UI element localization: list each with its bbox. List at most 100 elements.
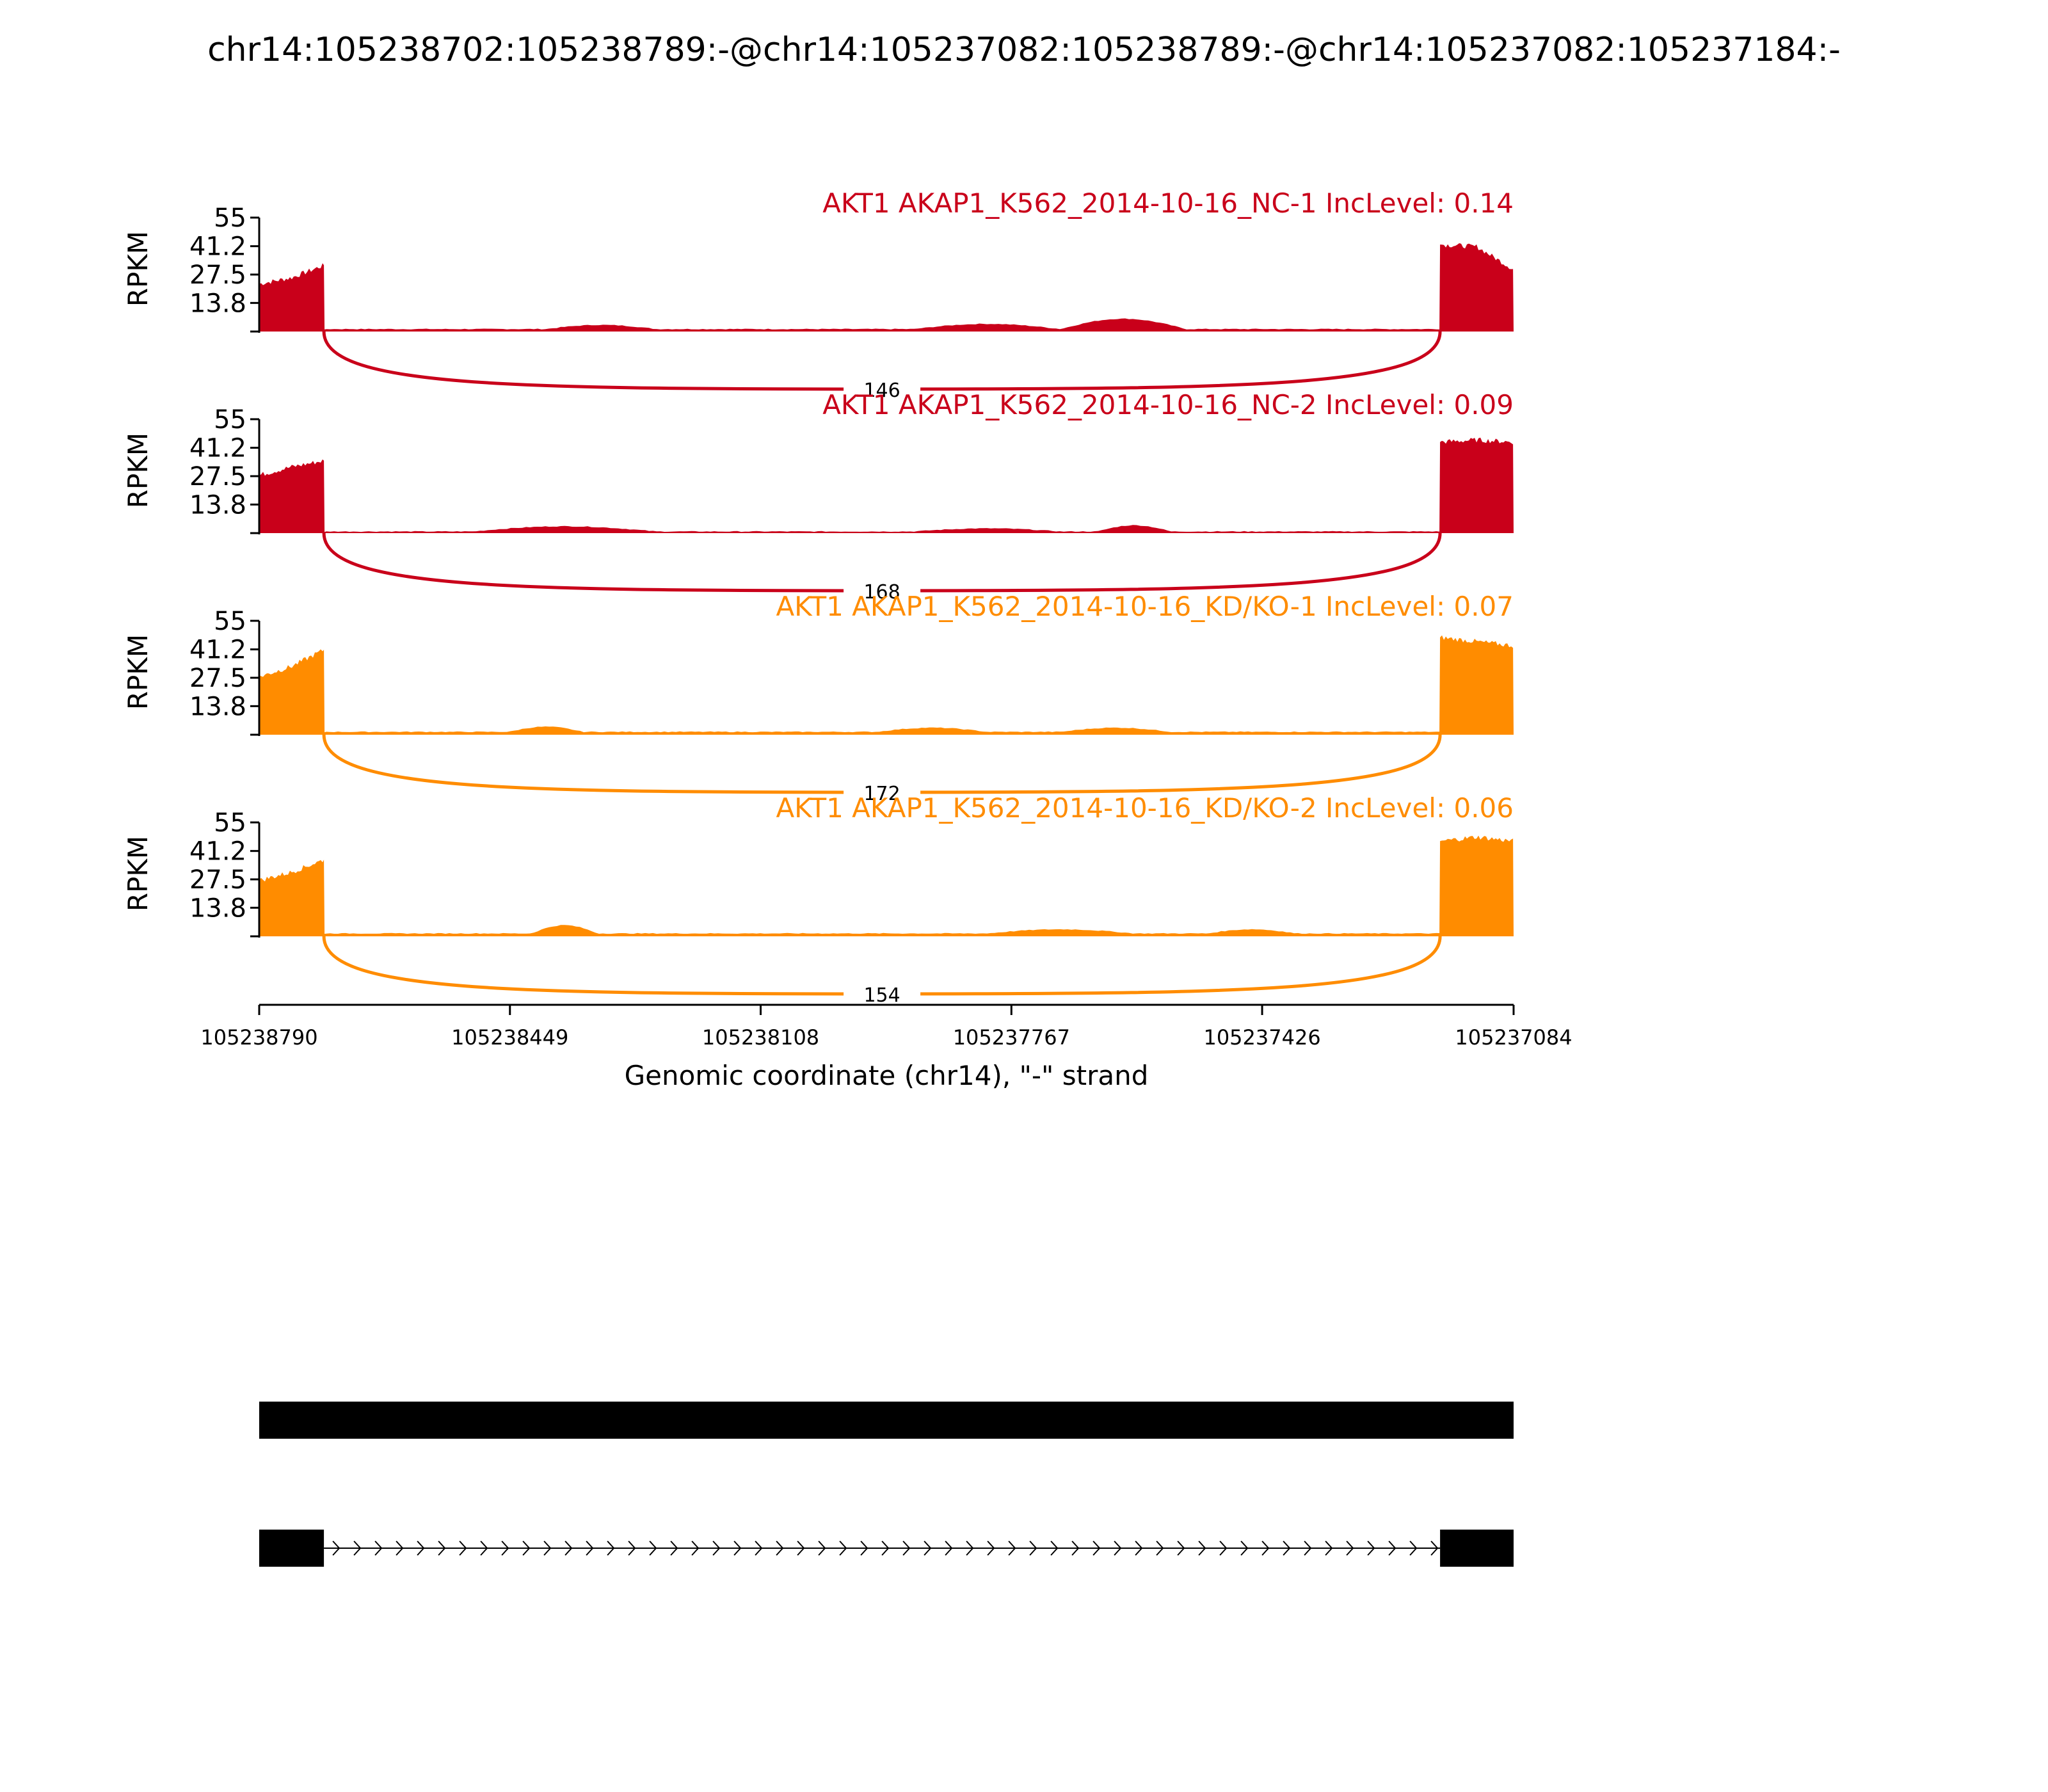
strand-arrow [712,1540,721,1556]
y-axis-label: RPKM [122,433,154,508]
strand-arrow [945,1540,953,1556]
x-tick-label: 105238108 [702,1025,819,1050]
strand-arrow [649,1540,657,1556]
strand-arrow [438,1540,446,1556]
coverage-area [259,835,1514,936]
strand-arrow [1156,1540,1164,1556]
y-tick-label: 27.5 [189,462,246,492]
strand-arrow [1050,1540,1059,1556]
strand-arrow [1114,1540,1122,1556]
strand-arrow [733,1540,742,1556]
strand-arrow [1092,1540,1101,1556]
strand-arrow [966,1540,974,1556]
strand-arrow [797,1540,805,1556]
strand-arrow [564,1540,573,1556]
strand-arrow [755,1540,763,1556]
y-axis-label: RPKM [122,836,154,911]
y-tick-label: 55 [214,405,246,435]
junction-label-bg [844,374,921,404]
strand-arrow [480,1540,488,1556]
x-axis: 105238790 105238449 105238108 105237767 1052… [200,1004,1572,1050]
y-tick-label: 27.5 [189,260,246,290]
strand-arrow [1198,1540,1206,1556]
junction-count: 154 [863,984,900,1007]
strand-arrow [332,1540,340,1556]
strand-arrow [818,1540,826,1556]
strand-arrow [1071,1540,1080,1556]
strand-arrow [1219,1540,1228,1556]
strand-arrow [1240,1540,1249,1556]
series-label: AKT1 AKAP1_K562_2014-10-16_KD/KO-2 IncLe… [776,792,1514,824]
y-tick-label: 41.2 [189,434,246,463]
strand-arrow [1261,1540,1270,1556]
y-tick-label: 13.8 [189,692,246,721]
strand-arrow [396,1540,404,1556]
strand-arrow [586,1540,594,1556]
strand-arrow [1304,1540,1312,1556]
y-tick-label: 55 [214,204,246,233]
strand-arrow [1409,1540,1418,1556]
y-tick-label: 55 [214,808,246,838]
figure-title: chr14:105238702:105238789:-@chr14:105237… [207,31,1841,69]
strand-arrow [1135,1540,1143,1556]
strand-arrow [1346,1540,1354,1556]
strand-arrow [902,1540,911,1556]
strand-arrow [522,1540,531,1556]
y-tick-label: 27.5 [189,664,246,693]
strand-arrow [987,1540,995,1556]
strand-arrow [924,1540,932,1556]
strand-arrow [839,1540,847,1556]
series-label: AKT1 AKAP1_K562_2014-10-16_KD/KO-1 IncLe… [776,591,1514,622]
strand-arrow [1283,1540,1291,1556]
strand-arrow [1367,1540,1375,1556]
series-label: AKT1 AKAP1_K562_2014-10-16_NC-2 IncLevel… [822,389,1514,420]
junction-label-bg [844,778,921,807]
junction-label-bg [844,979,921,1009]
isoform-track [259,1402,1514,1439]
strand-arrow [543,1540,552,1556]
y-tick-label: 13.8 [189,893,246,923]
strand-arrow [628,1540,636,1556]
strand-arrow [776,1540,784,1556]
y-tick-label: 41.2 [189,837,246,867]
exon-block [1440,1530,1514,1567]
x-tick-label: 105237084 [1455,1025,1572,1050]
y-tick-label: 41.2 [189,636,246,665]
isoform-track [259,1530,1514,1567]
y-axis-label: RPKM [122,634,154,710]
strand-arrow [691,1540,700,1556]
x-axis-label: Genomic coordinate (chr14), "-" strand [625,1060,1149,1091]
strand-arrow [881,1540,890,1556]
junction-count: 168 [863,581,900,604]
y-tick-label: 13.8 [189,490,246,520]
x-tick-label: 105237767 [953,1025,1070,1050]
coverage-area [259,437,1514,533]
strand-arrow [860,1540,868,1556]
strand-arrow [1430,1540,1439,1556]
strand-arrow [459,1540,467,1556]
strand-arrow [501,1540,509,1556]
y-tick-label: 41.2 [189,232,246,262]
y-axis-label: RPKM [122,231,154,307]
isoform-tracks [259,1402,1514,1567]
strand-arrow [1388,1540,1396,1556]
x-tick-label: 105238790 [200,1025,317,1050]
strand-arrow [353,1540,362,1556]
exon-block [259,1530,324,1567]
strand-arrow [1177,1540,1185,1556]
y-tick-label: 13.8 [189,289,246,318]
x-tick-label: 105238449 [451,1025,568,1050]
series-label: AKT1 AKAP1_K562_2014-10-16_NC-1 IncLevel… [822,188,1514,219]
strand-arrow [1325,1540,1333,1556]
strand-arrow [417,1540,425,1556]
coverage-area [259,243,1514,332]
coverage-area [259,635,1514,735]
junction-count: 146 [863,380,900,402]
strand-arrow [1008,1540,1016,1556]
strand-arrow [607,1540,615,1556]
x-tick-label: 105237426 [1203,1025,1320,1050]
